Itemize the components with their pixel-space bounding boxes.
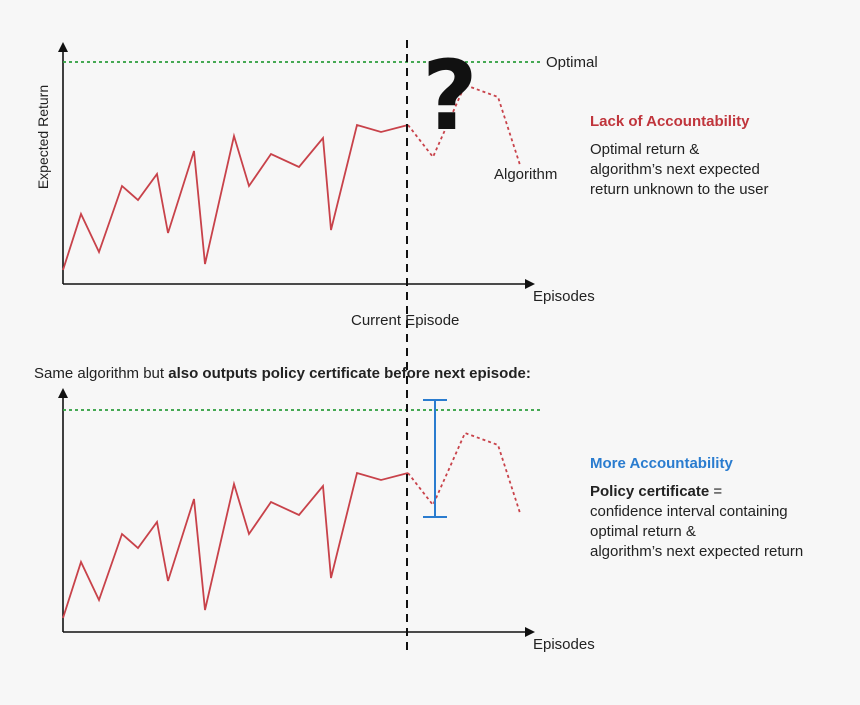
panel-bottom-line1: confidence interval containing xyxy=(590,503,788,520)
panel-bottom-heading: More Accountability xyxy=(590,455,733,472)
panel-top-heading: Lack of Accountability xyxy=(590,113,750,130)
subtitle-bold: also outputs policy certificate before n… xyxy=(168,365,531,382)
algorithm-label: Algorithm xyxy=(494,166,558,183)
bottom-past-curve xyxy=(62,471,409,619)
panel-bottom-term: Policy certificate xyxy=(590,483,710,500)
bottom-x-axis-label: Episodes xyxy=(533,636,595,653)
subtitle: Same algorithm but also outputs policy c… xyxy=(34,365,531,382)
panel-bottom-term-line: Policy certificate = xyxy=(590,482,850,502)
panel-top-line2: algorithm’s next expected xyxy=(590,161,760,178)
top-past-curve xyxy=(62,123,409,271)
panel-bottom: More Accountability Policy certificate =… xyxy=(590,454,850,562)
bottom-future-curve xyxy=(407,431,521,514)
subtitle-plain: Same algorithm but xyxy=(34,365,169,382)
current-episode-label: Current Episode xyxy=(351,312,460,329)
question-mark-icon: ? xyxy=(422,40,478,152)
panel-bottom-line3: algorithm’s next expected return xyxy=(590,543,804,560)
panel-top-line1: Optimal return & xyxy=(590,141,700,158)
y-axis-label: Expected Return xyxy=(35,84,51,190)
panel-bottom-term-suffix: = xyxy=(709,483,723,500)
optimal-label: Optimal xyxy=(546,54,598,71)
panel-top: Lack of Accountability Optimal return & … xyxy=(590,112,850,200)
panel-bottom-line2: optimal return & xyxy=(590,523,696,540)
top-x-axis-label: Episodes xyxy=(533,288,595,305)
panel-top-line3: return unknown to the user xyxy=(590,181,769,198)
